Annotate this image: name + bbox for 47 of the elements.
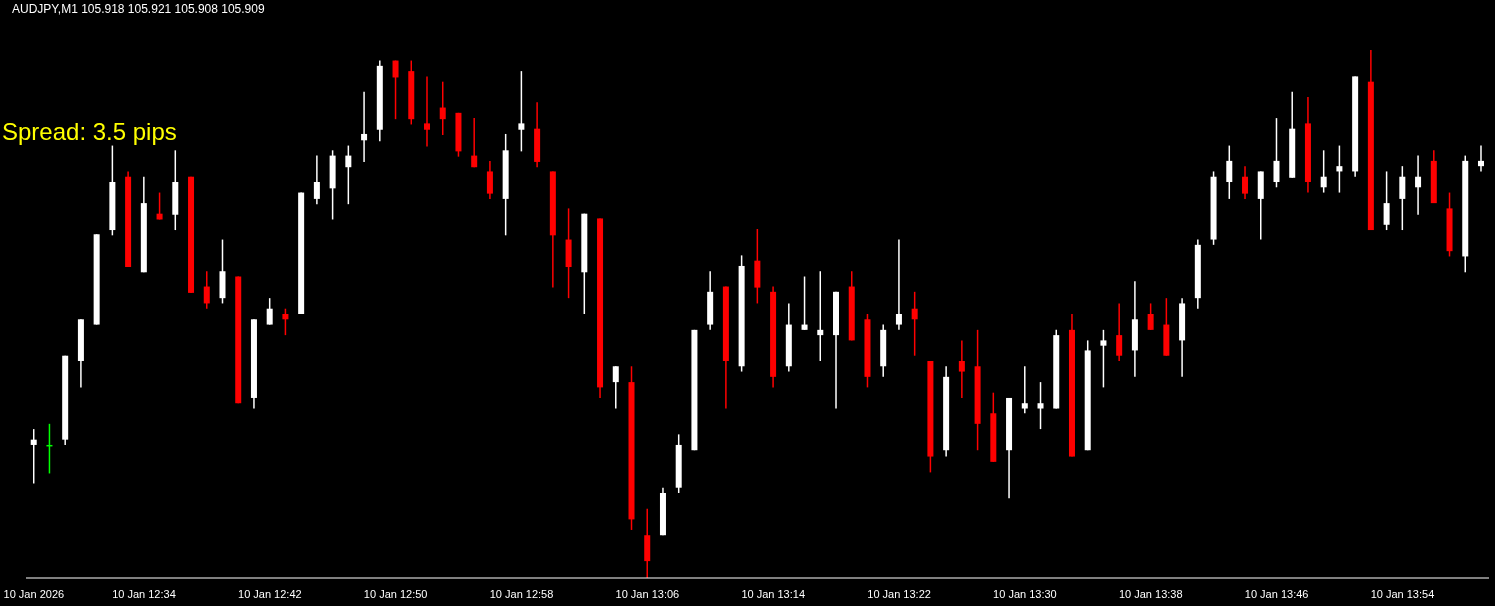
x-tick-label: 10 Jan 12:42 [238, 588, 302, 600]
candlestick [486, 160, 493, 200]
candlestick [1336, 144, 1343, 194]
candlestick [424, 75, 430, 148]
candlestick [1383, 170, 1390, 231]
x-tick-label: 10 Jan 13:46 [1244, 588, 1309, 600]
x-tick-label: 10 Jan 2026 [3, 588, 65, 600]
candlestick [1273, 117, 1280, 189]
candlestick [203, 270, 210, 310]
candlestick [313, 154, 320, 205]
candlestick [1037, 381, 1044, 430]
candlestick [266, 297, 273, 326]
candlestick [392, 59, 399, 120]
candlestick [1320, 149, 1327, 194]
candlestick [1021, 365, 1028, 415]
candlestick [1100, 329, 1107, 389]
candlestick [1242, 165, 1249, 200]
x-tick-label: 10 Jan 13:14 [741, 588, 806, 600]
x-tick-label: 10 Jan 12:34 [112, 588, 176, 600]
annotation: Spread: 3.5 pips [2, 118, 177, 146]
chart-title: AUDJPY,M1 105.918 105.921 105.908 105.909 [12, 2, 265, 16]
candlestick [1147, 302, 1154, 331]
x-tick-label: 10 Jan 12:58 [489, 588, 554, 600]
candlestick [911, 291, 918, 357]
candlestick [1415, 154, 1422, 216]
candlestick [439, 80, 446, 136]
candlestick [361, 90, 368, 163]
candlestick [817, 270, 824, 362]
candlestick [518, 70, 525, 153]
candlestick [471, 117, 478, 168]
candlestick [30, 428, 37, 485]
candlestick [282, 307, 289, 336]
x-tick-label: 10 Jan 13:54 [1370, 588, 1435, 600]
candlestick [895, 238, 902, 331]
x-tick-label: 10 Jan 13:22 [867, 588, 931, 600]
x-tick-label: 10 Jan 13:06 [615, 588, 680, 600]
candlestick [958, 339, 965, 399]
candlestick [345, 144, 352, 205]
candlestick [1477, 144, 1484, 173]
candlestick [1399, 165, 1406, 231]
candlestick [1226, 144, 1233, 200]
candlestick [612, 365, 619, 410]
x-tick-label: 10 Jan 13:30 [993, 588, 1057, 600]
x-tick-label: 10 Jan 12:50 [363, 588, 428, 600]
candlestick [801, 275, 808, 331]
x-tick-label: 10 Jan 13:38 [1118, 588, 1183, 600]
candlestick [1116, 302, 1123, 362]
